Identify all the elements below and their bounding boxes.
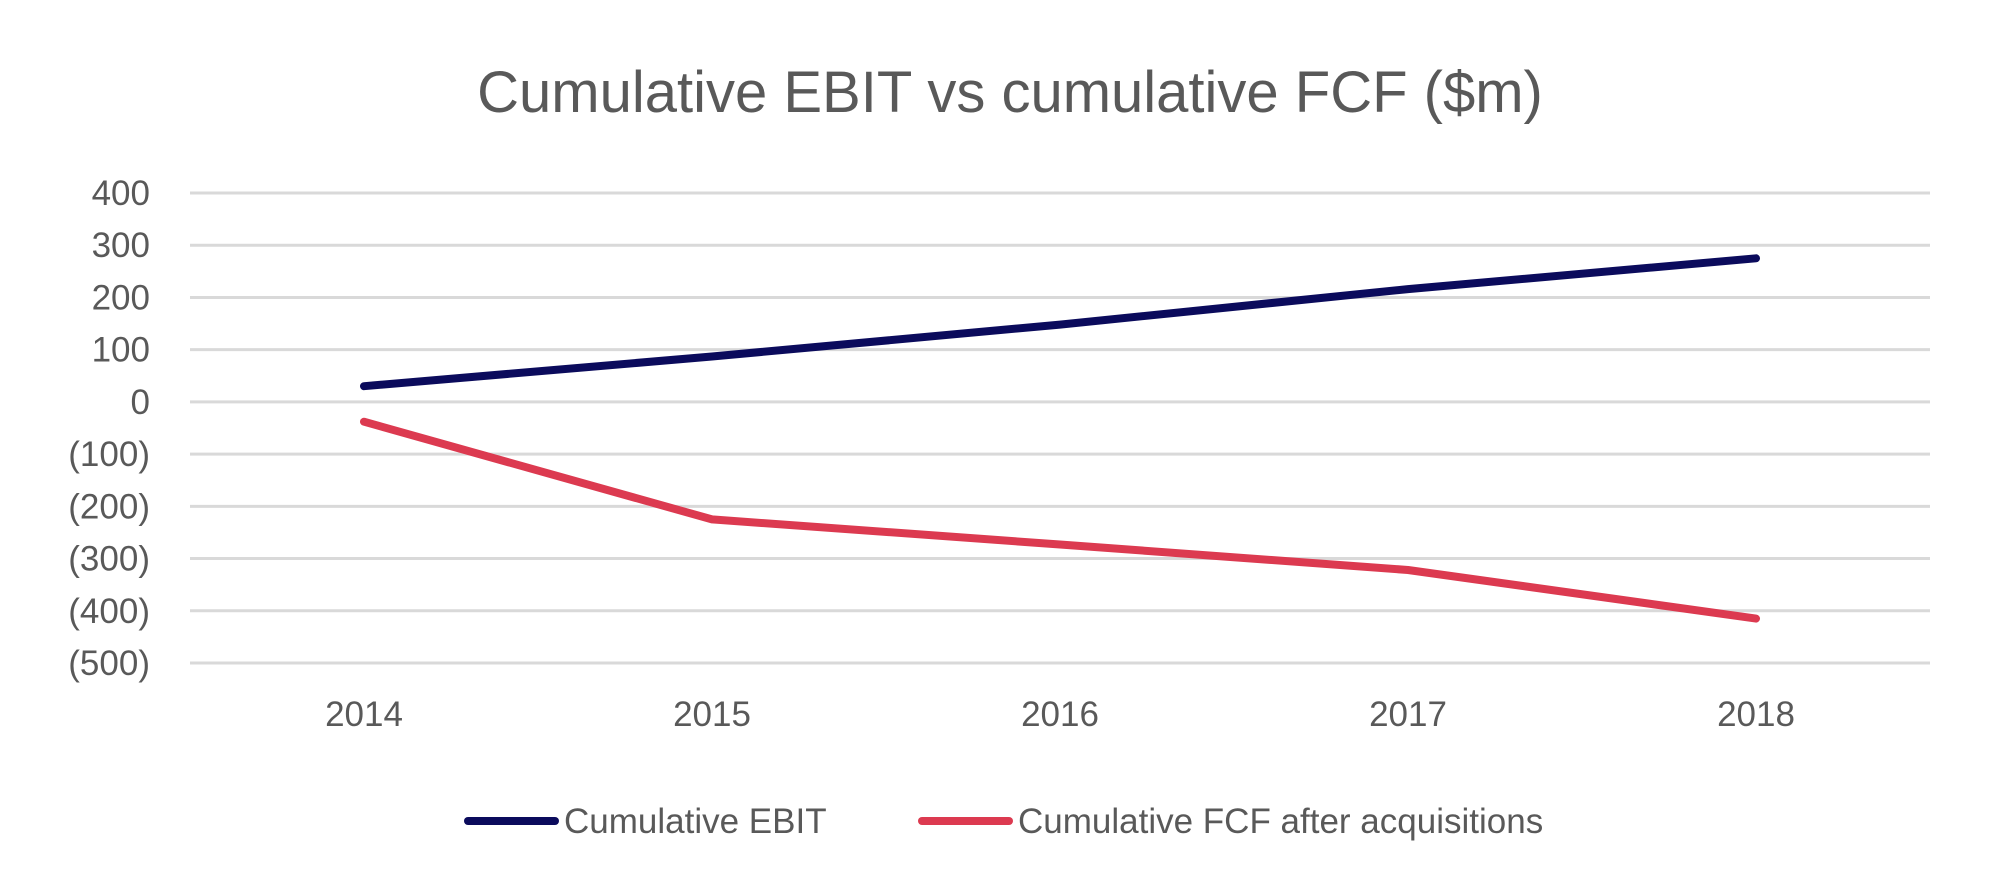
x-tick-label: 2018 bbox=[1717, 695, 1795, 734]
x-axis-ticks: 2014 2015 2016 2017 2018 bbox=[325, 695, 1795, 734]
x-tick-label: 2016 bbox=[1021, 695, 1099, 734]
y-tick-label: 100 bbox=[92, 331, 150, 370]
series-line-1 bbox=[360, 254, 1760, 391]
y-tick-label: (500) bbox=[68, 644, 150, 683]
x-tick-label: 2015 bbox=[673, 695, 751, 734]
y-tick-label: 400 bbox=[92, 174, 150, 213]
y-tick-label: (200) bbox=[68, 487, 150, 526]
y-tick-label: (300) bbox=[68, 540, 150, 579]
y-tick-label: 0 bbox=[131, 383, 150, 422]
series-lines bbox=[360, 254, 1760, 623]
chart-title: Cumulative EBIT vs cumulative FCF ($m) bbox=[477, 60, 1543, 125]
y-tick-label: 300 bbox=[92, 226, 150, 265]
y-tick-label: (100) bbox=[68, 435, 150, 474]
legend: Cumulative EBIT Cumulative FCF after acqu… bbox=[464, 802, 1543, 841]
legend-label: Cumulative FCF after acquisitions bbox=[1018, 802, 1543, 841]
x-tick-label: 2017 bbox=[1369, 695, 1447, 734]
y-tick-label: 200 bbox=[92, 278, 150, 317]
y-tick-label: (400) bbox=[68, 592, 150, 631]
x-tick-label: 2014 bbox=[325, 695, 403, 734]
series-line-2 bbox=[360, 417, 1760, 623]
legend-label: Cumulative EBIT bbox=[564, 802, 827, 841]
y-axis-ticks: 400 300 200 100 0 (100) (200) (300) (400) (500) bbox=[68, 174, 150, 683]
